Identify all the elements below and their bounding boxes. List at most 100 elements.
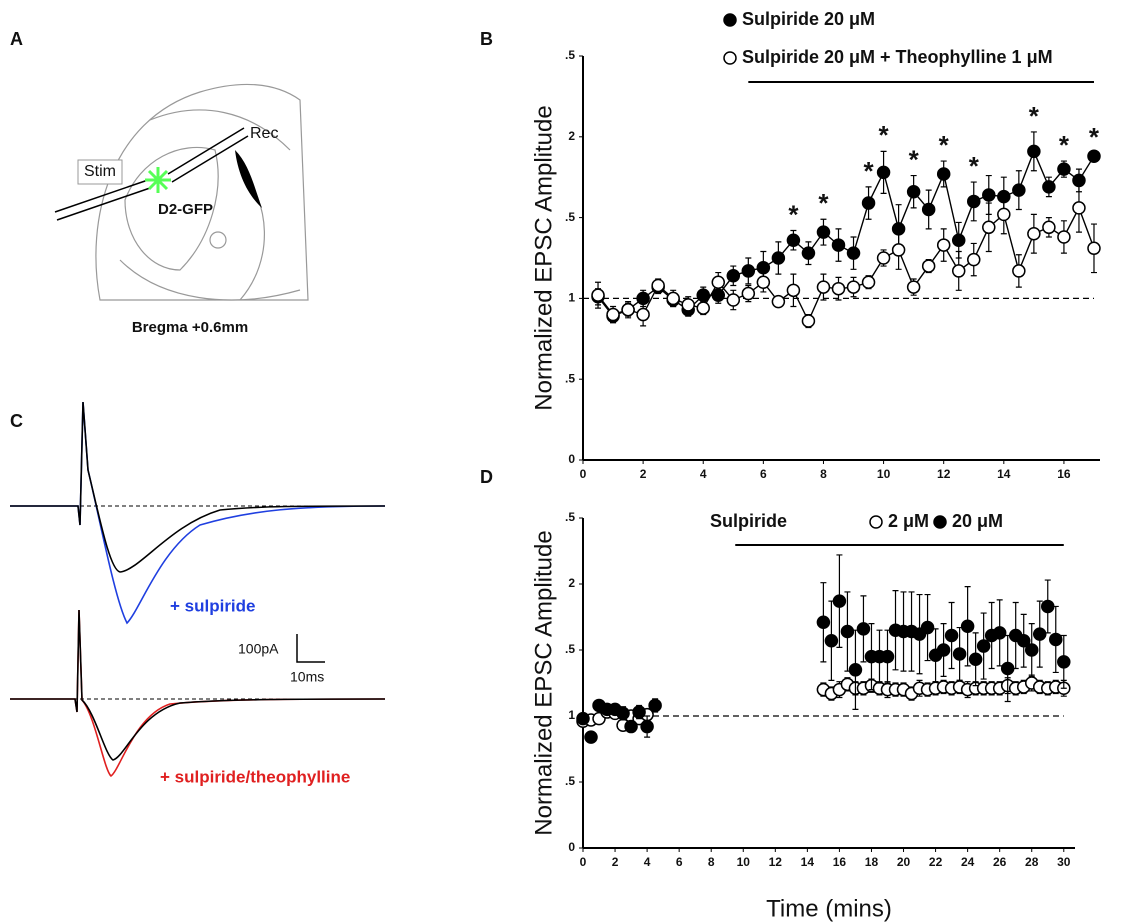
y-tick-label: 2 <box>568 576 575 590</box>
x-tick-label: 8 <box>820 467 827 481</box>
trace-label: + sulpiride/theophylline <box>160 767 350 786</box>
y-tick-label: 1 <box>568 708 575 722</box>
data-point <box>640 719 654 734</box>
data-point <box>861 196 876 210</box>
x-tick-label: 28 <box>1025 855 1039 869</box>
significance-marker: * <box>818 188 829 218</box>
data-point <box>756 260 771 275</box>
stim-box <box>77 159 123 185</box>
x-tick-label: 12 <box>937 467 951 481</box>
data-point <box>1042 220 1056 235</box>
x-tick-label: 16 <box>1057 467 1071 481</box>
y-tick-label: 0 <box>568 452 575 466</box>
data-point <box>1027 144 1041 159</box>
data-point <box>606 307 620 322</box>
data-point <box>666 291 680 306</box>
significance-marker: * <box>879 120 890 150</box>
data-point <box>1027 227 1041 241</box>
panel-letter: B <box>480 29 493 49</box>
panel-letter: C <box>10 411 23 431</box>
data-point <box>952 647 967 661</box>
data-point <box>636 291 650 306</box>
data-point <box>936 238 951 252</box>
legend-marker <box>869 515 883 529</box>
data-point <box>936 643 951 657</box>
data-point <box>832 594 847 608</box>
data-point <box>1057 230 1071 244</box>
x-tick-label: 0 <box>580 855 587 869</box>
x-tick-label: 10 <box>737 855 751 869</box>
data-point <box>848 663 863 677</box>
data-point <box>921 259 936 273</box>
data-point <box>1057 655 1071 669</box>
data-point <box>824 634 839 648</box>
significance-marker: * <box>863 156 874 186</box>
cell-label: D2-GFP <box>158 201 213 218</box>
data-point <box>726 269 741 283</box>
data-point <box>861 275 876 289</box>
data-point <box>951 264 966 278</box>
x-tick-label: 26 <box>993 855 1007 869</box>
data-point <box>771 294 786 309</box>
x-tick-label: 12 <box>769 855 783 869</box>
significance-marker: * <box>909 144 920 174</box>
legend-label: 2 μM <box>888 511 929 531</box>
x-tick-label: 16 <box>833 855 847 869</box>
data-point <box>1024 643 1039 657</box>
y-tick-label: 2 <box>568 129 575 143</box>
data-point <box>992 626 1007 640</box>
significance-marker: * <box>1089 122 1100 152</box>
data-point <box>1000 661 1015 676</box>
x-tick-label: 30 <box>1057 855 1071 869</box>
brain-schematic <box>95 83 309 301</box>
data-point <box>944 628 959 643</box>
data-point <box>741 264 756 278</box>
data-point <box>846 246 861 260</box>
x-tick-label: 22 <box>929 855 943 869</box>
data-point <box>921 202 936 217</box>
x-tick-label: 18 <box>865 855 879 869</box>
trace-label: + sulpiride <box>170 596 256 615</box>
data-point <box>976 639 991 653</box>
significance-marker: * <box>969 151 980 181</box>
data-point <box>891 243 906 257</box>
series-line <box>597 149 1095 318</box>
legend-title: Sulpiride <box>710 511 787 531</box>
x-tick-label: 6 <box>676 855 683 869</box>
data-point <box>696 288 710 302</box>
data-point <box>726 293 741 307</box>
data-point <box>741 286 756 301</box>
legend-marker <box>723 51 737 65</box>
significance-marker: * <box>939 130 950 160</box>
x-tick-label: 10 <box>877 467 891 481</box>
data-point <box>591 288 605 302</box>
data-point <box>831 238 846 252</box>
data-point <box>616 706 630 721</box>
y-tick-label: 0 <box>568 840 575 854</box>
data-point <box>651 278 665 293</box>
ventricle <box>235 150 262 208</box>
stim-label: Stim <box>84 163 116 180</box>
data-point <box>801 246 816 260</box>
x-tick-label: 6 <box>760 467 767 481</box>
y-tick-label: .5 <box>565 371 575 385</box>
data-point <box>1012 264 1026 278</box>
data-point <box>1087 149 1101 163</box>
data-point <box>982 188 996 202</box>
data-point <box>1032 627 1047 641</box>
data-point <box>960 619 975 633</box>
data-point <box>840 624 855 639</box>
significance-marker: * <box>788 199 799 229</box>
data-point <box>632 705 646 719</box>
x-axis-label: Time (mins) <box>766 895 892 922</box>
data-point <box>968 652 983 666</box>
data-point <box>711 275 726 289</box>
data-point <box>816 280 831 294</box>
data-point <box>1049 632 1063 647</box>
data-point <box>831 281 846 296</box>
scale-x-label: 10ms <box>290 669 324 685</box>
data-point <box>967 194 981 209</box>
data-point <box>584 730 598 744</box>
series-line <box>597 206 1095 323</box>
